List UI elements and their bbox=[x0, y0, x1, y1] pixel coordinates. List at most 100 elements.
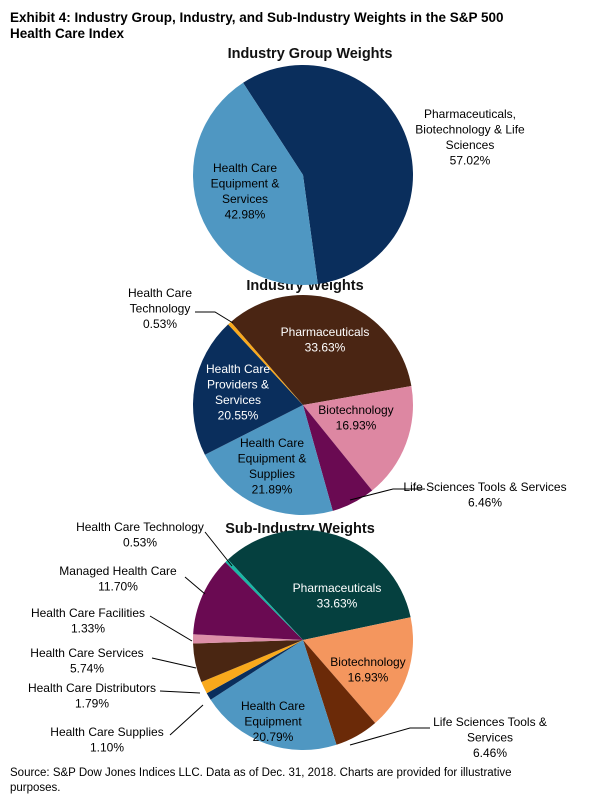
data-label-line: 1.10% bbox=[90, 741, 124, 755]
data-label-line: Health Care Services bbox=[30, 646, 143, 660]
pie-title-industry-group: Industry Group Weights bbox=[228, 46, 393, 62]
data-label-line: Services bbox=[215, 393, 261, 407]
data-label-line: 33.63% bbox=[317, 597, 358, 611]
data-label-line: Equipment & bbox=[211, 177, 280, 191]
data-label-health-care-supplies: Health Care Supplies 1.10% bbox=[50, 725, 163, 755]
pie-slice-health-care-equipment-and-supplies bbox=[204, 405, 333, 515]
data-label-line: Biotechnology & Life bbox=[415, 123, 525, 137]
data-label-line: 11.70% bbox=[98, 580, 138, 594]
data-label-line: Pharmaceuticals bbox=[293, 581, 382, 595]
data-label-line: Services bbox=[467, 731, 513, 745]
pie-title-sub-industry: Sub-Industry Weights bbox=[225, 521, 375, 537]
pie-slice-health-care-distributors bbox=[201, 640, 303, 694]
source-note-line-2: purposes. bbox=[10, 782, 61, 794]
pie-slice-health-care-supplies bbox=[206, 640, 303, 700]
source-note-line-1: Source: S&P Dow Jones Indices LLC. Data … bbox=[10, 767, 512, 779]
data-label-line: 6.46% bbox=[468, 496, 502, 510]
data-label-health-care-equipment-and-supplies: Health Care Equipment & Supplies 21.89% bbox=[238, 436, 307, 497]
pie-slice-health-care-services bbox=[193, 640, 303, 683]
pie-slice-life-sciences-tools-and-services bbox=[303, 405, 373, 511]
pie-slice-health-care-equipment bbox=[210, 640, 337, 750]
data-label-health-care-equipment: Health Care Equipment 20.79% bbox=[241, 699, 305, 744]
data-label-line: Health Care Supplies bbox=[50, 725, 163, 739]
leader-line-health-care-services bbox=[151, 657, 197, 669]
data-label-line: 33.63% bbox=[305, 341, 346, 355]
data-label-health-care-providers-and-services: Health Care Providers & Services 20.55% bbox=[206, 362, 270, 423]
pie-slice-health-care-providers-and-services bbox=[192, 324, 303, 455]
data-label-line: 20.79% bbox=[253, 730, 294, 744]
data-label-pharmaceuticals: Pharmaceuticals 33.63% bbox=[293, 581, 382, 611]
data-label-line: Health Care bbox=[213, 161, 277, 175]
pie-slice-biotechnology bbox=[303, 386, 413, 491]
data-label-line: 0.53% bbox=[143, 317, 177, 331]
pie-slice-health-care-facilities bbox=[193, 634, 303, 644]
data-label-line: Supplies bbox=[249, 467, 295, 481]
pie-title-industry: Industry Weights bbox=[246, 278, 363, 294]
leader-line-health-care-distributors bbox=[159, 690, 201, 694]
data-label-health-care-distributors: Health Care Distributors 1.79% bbox=[28, 681, 156, 711]
pie-slice-managed-health-care bbox=[193, 562, 303, 640]
pie-slice-pharmaceuticals bbox=[227, 529, 411, 640]
data-label-pharmaceuticals-biotechnology-and-life-sciences: Pharmaceuticals, Biotechnology & Life Scie… bbox=[415, 107, 525, 168]
leader-line-managed-health-care bbox=[184, 576, 206, 595]
data-label-health-care-technology: Health Care Technology 0.53% bbox=[128, 286, 192, 331]
data-label-biotechnology: Biotechnology 16.93% bbox=[330, 655, 405, 685]
data-label-line: Health Care bbox=[206, 362, 270, 376]
leader-line-health-care-technology bbox=[195, 311, 234, 324]
data-label-line: Pharmaceuticals bbox=[281, 325, 370, 339]
data-label-line: Equipment bbox=[244, 715, 302, 729]
data-label-line: Providers & bbox=[207, 378, 269, 392]
data-label-line: Biotechnology bbox=[330, 655, 405, 669]
data-label-line: Services bbox=[222, 192, 268, 206]
pie-slice-health-care-equipment-and-services bbox=[193, 82, 318, 286]
data-label-line: Equipment & bbox=[238, 452, 307, 466]
pie-slice-pharmaceuticals-biotechnology-and-life-sciences bbox=[243, 65, 414, 285]
data-label-line: 5.74% bbox=[70, 662, 104, 676]
leader-line-life-sciences-tools-and-services bbox=[349, 727, 430, 746]
data-label-line: Managed Health Care bbox=[59, 564, 177, 578]
data-label-health-care-equipment-and-services: Health Care Equipment & Services 42.98% bbox=[211, 161, 280, 222]
pie-slice-health-care-technology bbox=[225, 559, 303, 640]
pie-slice-pharmaceuticals bbox=[230, 295, 412, 405]
exhibit-title-line-2: Health Care Index bbox=[10, 26, 125, 41]
leader-line-health-care-technology bbox=[204, 531, 233, 567]
data-label-line: 1.33% bbox=[71, 622, 105, 636]
data-label-line: Health Care bbox=[240, 436, 304, 450]
data-label-line: 42.98% bbox=[225, 208, 266, 222]
data-label-line: Health Care Distributors bbox=[28, 681, 156, 695]
pie-slice-health-care-technology bbox=[228, 321, 303, 405]
data-label-line: Pharmaceuticals, bbox=[424, 107, 516, 121]
data-label-line: Sciences bbox=[446, 138, 495, 152]
data-label-health-care-technology: Health Care Technology 0.53% bbox=[76, 520, 204, 550]
data-label-line: 6.46% bbox=[473, 746, 507, 760]
data-label-line: Health Care Technology bbox=[76, 520, 204, 534]
data-label-pharmaceuticals: Pharmaceuticals 33.63% bbox=[281, 325, 370, 355]
data-label-line: 16.93% bbox=[348, 671, 389, 685]
data-label-line: 21.89% bbox=[252, 483, 293, 497]
data-label-health-care-services: Health Care Services 5.74% bbox=[30, 646, 143, 676]
data-label-line: 20.55% bbox=[218, 409, 259, 423]
data-label-line: 0.53% bbox=[123, 536, 157, 550]
data-label-line: 1.79% bbox=[75, 697, 109, 711]
data-label-line: 57.02% bbox=[450, 154, 491, 168]
data-label-health-care-facilities: Health Care Facilities 1.33% bbox=[31, 606, 145, 636]
data-label-line: Life Sciences Tools & bbox=[433, 715, 547, 729]
data-label-life-sciences-tools-and-services: Life Sciences Tools & Services 6.46% bbox=[433, 715, 547, 760]
leader-line-health-care-facilities bbox=[149, 615, 193, 642]
pie-slice-biotechnology bbox=[303, 617, 413, 724]
data-label-line: Health Care Facilities bbox=[31, 606, 145, 620]
data-label-line: Health Care bbox=[128, 286, 192, 300]
data-label-line: Technology bbox=[130, 302, 191, 316]
leader-line-health-care-supplies bbox=[169, 704, 204, 736]
data-label-line: Biotechnology bbox=[318, 403, 393, 417]
data-label-life-sciences-tools-and-services: Life Sciences Tools & Services 6.46% bbox=[403, 480, 566, 510]
pie-slice-life-sciences-tools-and-services bbox=[303, 640, 376, 745]
data-label-line: Health Care bbox=[241, 699, 305, 713]
data-label-managed-health-care: Managed Health Care 11.70% bbox=[59, 564, 177, 594]
data-label-line: Life Sciences Tools & Services bbox=[403, 480, 566, 494]
exhibit-title-line-1: Exhibit 4: Industry Group, Industry, and… bbox=[10, 10, 504, 25]
data-label-line: 16.93% bbox=[336, 419, 377, 433]
data-label-biotechnology: Biotechnology 16.93% bbox=[318, 403, 393, 433]
